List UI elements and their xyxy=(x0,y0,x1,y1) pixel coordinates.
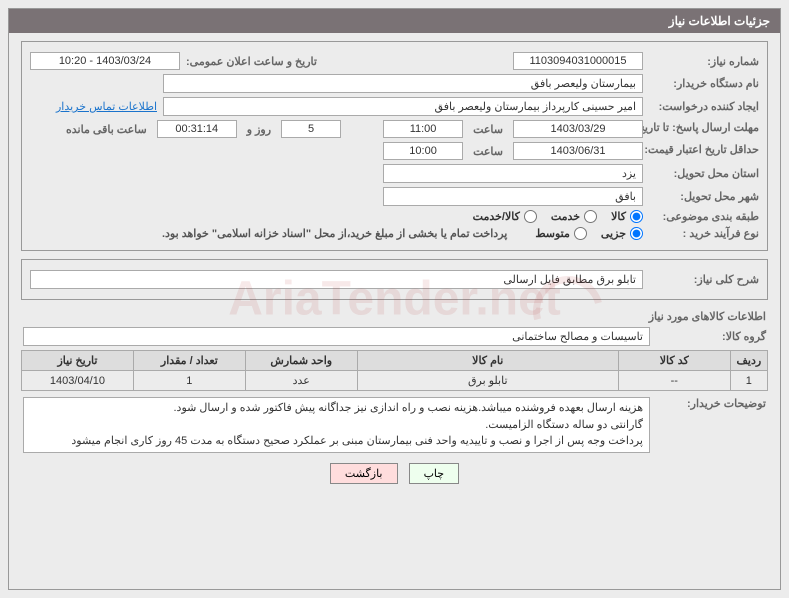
buyer-org-value: بیمارستان ولیعصر بافق xyxy=(163,74,643,93)
radio-input[interactable] xyxy=(524,210,537,223)
announcement-value: 1403/03/24 - 10:20 xyxy=(30,52,180,70)
validity-date: 1403/06/31 xyxy=(513,142,643,160)
buyer-notes-value: هزینه ارسال بعهده فروشنده میباشد.هزینه ن… xyxy=(23,397,650,453)
table-row: 1--تابلو برقعدد11403/04/10 xyxy=(22,371,768,391)
radio-label: جزیی xyxy=(601,227,626,240)
subject-radio-group: کالا خدمت کالا/خدمت xyxy=(473,210,643,223)
overview-value: تابلو برق مطابق فایل ارسالی xyxy=(30,270,643,289)
city-label: شهر محل تحویل: xyxy=(649,190,759,203)
radio-option[interactable]: کالا xyxy=(611,210,643,223)
deadline-hour: 11:00 xyxy=(383,120,463,138)
table-header-row: ردیفکد کالانام کالاواحد شمارشتعداد / مقد… xyxy=(22,351,768,371)
validity-hour: 10:00 xyxy=(383,142,463,160)
subject-class-label: طبقه بندی موضوعی: xyxy=(649,210,759,223)
main-panel: جزئیات اطلاعات نیاز AriaTender.net شماره… xyxy=(8,8,781,590)
panel-title: جزئیات اطلاعات نیاز xyxy=(669,14,770,28)
deadline-label: مهلت ارسال پاسخ: تا تاریخ: xyxy=(649,122,759,135)
days-word: روز و xyxy=(243,123,275,136)
details-frame: شماره نیاز: 1103094031000015 تاریخ و ساع… xyxy=(21,41,768,251)
city-value: بافق xyxy=(383,187,643,206)
hour-label-2: ساعت xyxy=(469,145,507,158)
days-remaining: 5 xyxy=(281,120,341,138)
table-col-header: تاریخ نیاز xyxy=(22,351,134,371)
buyer-org-label: نام دستگاه خریدار: xyxy=(649,77,759,90)
deadline-date: 1403/03/29 xyxy=(513,120,643,138)
radio-label: کالا xyxy=(611,210,626,223)
table-cell: 1403/04/10 xyxy=(22,371,134,391)
goods-table: ردیفکد کالانام کالاواحد شمارشتعداد / مقد… xyxy=(21,350,768,391)
button-row: چاپ بازگشت xyxy=(9,463,780,484)
table-col-header: ردیف xyxy=(730,351,767,371)
print-button[interactable]: چاپ xyxy=(409,463,460,484)
table-col-header: نام کالا xyxy=(357,351,618,371)
back-button[interactable]: بازگشت xyxy=(330,463,398,484)
hour-label-1: ساعت xyxy=(469,123,507,136)
radio-input[interactable] xyxy=(630,210,643,223)
need-number-value: 1103094031000015 xyxy=(513,52,643,70)
purchase-radio-group: جزیی متوسط xyxy=(535,227,643,240)
radio-input[interactable] xyxy=(584,210,597,223)
radio-option[interactable]: جزیی xyxy=(601,227,643,240)
radio-label: متوسط xyxy=(535,227,570,240)
province-value: یزد xyxy=(383,164,643,183)
province-label: استان محل تحویل: xyxy=(649,167,759,180)
table-cell: 1 xyxy=(133,371,245,391)
group-label: گروه کالا: xyxy=(656,330,766,343)
table-cell: -- xyxy=(618,371,730,391)
requester-label: ایجاد کننده درخواست: xyxy=(649,100,759,113)
group-value: تاسیسات و مصالح ساختمانی xyxy=(23,327,650,346)
overview-label: شرح کلی نیاز: xyxy=(649,273,759,286)
table-col-header: تعداد / مقدار xyxy=(133,351,245,371)
table-cell: عدد xyxy=(245,371,357,391)
announcement-label: تاریخ و ساعت اعلان عمومی: xyxy=(186,55,317,68)
table-body: 1--تابلو برقعدد11403/04/10 xyxy=(22,371,768,391)
table-cell: تابلو برق xyxy=(357,371,618,391)
overview-frame: شرح کلی نیاز: تابلو برق مطابق فایل ارسال… xyxy=(21,259,768,300)
contact-link[interactable]: اطلاعات تماس خریدار xyxy=(56,100,157,113)
panel-header: جزئیات اطلاعات نیاز xyxy=(9,9,780,33)
radio-label: خدمت xyxy=(551,210,580,223)
table-cell: 1 xyxy=(730,371,767,391)
radio-input[interactable] xyxy=(630,227,643,240)
radio-input[interactable] xyxy=(574,227,587,240)
remain-label: ساعت باقی مانده xyxy=(62,123,151,136)
radio-label: کالا/خدمت xyxy=(473,210,520,223)
validity-label: حداقل تاریخ اعتبار قیمت: تا تاریخ: xyxy=(649,144,759,157)
purchase-type-label: نوع فرآیند خرید : xyxy=(649,227,759,240)
requester-value: امیر حسینی کارپرداز بیمارستان ولیعصر باف… xyxy=(163,97,643,116)
radio-option[interactable]: متوسط xyxy=(535,227,587,240)
purchase-note: پرداخت تمام یا بخشی از مبلغ خرید،از محل … xyxy=(162,227,507,240)
radio-option[interactable]: کالا/خدمت xyxy=(473,210,537,223)
goods-info-title: اطلاعات کالاهای مورد نیاز xyxy=(23,310,766,323)
buyer-notes-label: توضیحات خریدار: xyxy=(656,397,766,410)
table-col-header: کد کالا xyxy=(618,351,730,371)
need-number-label: شماره نیاز: xyxy=(649,55,759,68)
radio-option[interactable]: خدمت xyxy=(551,210,597,223)
table-col-header: واحد شمارش xyxy=(245,351,357,371)
hours-remaining: 00:31:14 xyxy=(157,120,237,138)
